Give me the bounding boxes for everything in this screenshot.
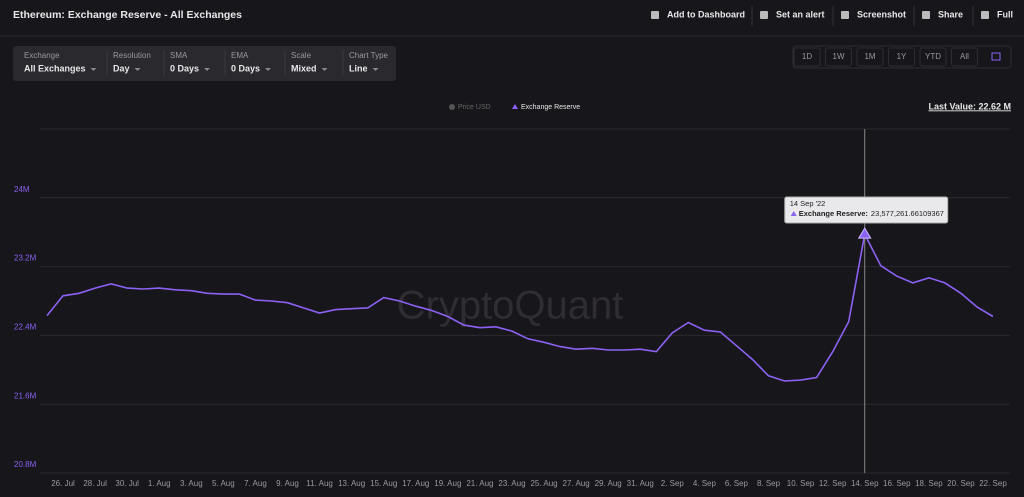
title: Ethereum: Exchange Reserve - All Exchang… <box>13 9 242 21</box>
range-bar <box>792 45 1012 69</box>
filter-value[interactable]: 0 Days <box>170 63 199 73</box>
x-tick-label: 14. Sep <box>851 479 879 488</box>
action-button[interactable]: Set an alert <box>776 9 825 19</box>
tooltip-series: Exchange Reserve: <box>799 209 868 218</box>
x-tick-label: 16. Sep <box>883 479 911 488</box>
x-tick-label: 25. Aug <box>530 479 557 488</box>
x-tick-label: 3. Aug <box>180 479 203 488</box>
range-button-label[interactable]: YTD <box>925 52 941 61</box>
y-tick-label: 22.4M <box>14 323 37 332</box>
tooltip-date: 14 Sep '22 <box>790 199 826 208</box>
range-button[interactable] <box>856 47 884 67</box>
action-icon[interactable] <box>922 11 930 19</box>
filter-label[interactable]: Scale <box>291 51 312 60</box>
dropdown-caret <box>204 68 211 71</box>
y-tick-label: 23.2M <box>14 254 37 263</box>
filter-label[interactable]: SMA <box>170 51 188 60</box>
dropdown-caret <box>134 68 141 71</box>
x-tick-label: 11. Aug <box>306 479 333 488</box>
range-button[interactable] <box>919 47 947 67</box>
range-button[interactable] <box>888 47 915 67</box>
x-tick-label: 19. Aug <box>434 479 461 488</box>
y-tick-label: 21.6M <box>14 391 37 400</box>
range-button[interactable] <box>951 47 978 67</box>
action-button[interactable]: Full <box>997 9 1013 19</box>
x-tick-label: 17. Aug <box>402 479 429 488</box>
x-tick-label: 1. Aug <box>148 479 171 488</box>
y-tick-label: 20.8M <box>14 460 37 469</box>
tooltip-marker <box>790 211 797 216</box>
x-tick-label: 23. Aug <box>498 479 525 488</box>
x-tick-label: 20. Sep <box>947 479 975 488</box>
x-tick-label: 13. Aug <box>338 479 365 488</box>
x-tick-label: 22. Sep <box>979 479 1007 488</box>
calendar-button[interactable] <box>991 52 1001 61</box>
range-button-label[interactable]: 1M <box>864 52 875 61</box>
legend-marker[interactable] <box>512 104 518 109</box>
legend-entry[interactable]: Exchange Reserve <box>521 104 580 111</box>
last-value: Last Value: 22.62 M <box>928 101 1011 111</box>
filter-value[interactable]: Day <box>113 63 130 73</box>
action-icon[interactable] <box>651 11 659 19</box>
filter-label[interactable]: Resolution <box>113 51 151 60</box>
range-button[interactable] <box>793 47 821 67</box>
filter-value[interactable]: Line <box>349 63 368 73</box>
x-tick-label: 15. Aug <box>370 479 397 488</box>
filter-label[interactable]: EMA <box>231 51 249 60</box>
dropdown-caret <box>90 68 97 71</box>
range-button-label[interactable]: All <box>960 52 969 61</box>
tooltip-value: 23,577,261.66109367 <box>871 209 944 218</box>
x-tick-label: 12. Sep <box>819 479 847 488</box>
x-tick-label: 9. Aug <box>276 479 299 488</box>
x-tick-label: 7. Aug <box>244 479 267 488</box>
filter-value[interactable]: 0 Days <box>231 63 260 73</box>
tooltip <box>784 196 949 224</box>
dropdown-caret <box>372 68 379 71</box>
watermark: CryptoQuant <box>397 284 624 328</box>
legend-entry[interactable]: Price USD <box>458 104 491 111</box>
x-tick-label: 18. Sep <box>915 479 943 488</box>
x-tick-label: 27. Aug <box>563 479 590 488</box>
filter-label[interactable]: Exchange <box>24 51 60 60</box>
range-button-label[interactable]: 1Y <box>897 52 907 61</box>
x-tick-label: 6. Sep <box>725 479 749 488</box>
line-series <box>46 231 994 382</box>
legend-marker[interactable] <box>449 104 455 110</box>
filter-label[interactable]: Chart Type <box>349 51 389 60</box>
x-tick-label: 21. Aug <box>466 479 493 488</box>
filter-value[interactable]: All Exchanges <box>24 63 86 73</box>
filter-value[interactable]: Mixed <box>291 63 317 73</box>
range-button-label[interactable]: 1W <box>833 52 845 61</box>
range-button-label[interactable]: 1D <box>802 52 812 61</box>
x-tick-label: 8. Sep <box>757 479 781 488</box>
x-tick-label: 26. Jul <box>51 479 75 488</box>
action-icon[interactable] <box>981 11 989 19</box>
hover-marker <box>857 227 872 239</box>
action-icon[interactable] <box>841 11 849 19</box>
action-button[interactable]: Screenshot <box>857 9 906 19</box>
x-tick-label: 10. Sep <box>787 479 815 488</box>
x-tick-label: 28. Jul <box>83 479 107 488</box>
action-icon[interactable] <box>760 11 768 19</box>
x-tick-label: 2. Sep <box>661 479 685 488</box>
x-tick-label: 31. Aug <box>627 479 654 488</box>
dropdown-caret <box>265 68 272 71</box>
x-tick-label: 5. Aug <box>212 479 235 488</box>
x-tick-label: 29. Aug <box>595 479 622 488</box>
x-tick-label: 4. Sep <box>693 479 717 488</box>
range-button[interactable] <box>825 47 852 67</box>
action-button[interactable]: Add to Dashboard <box>667 9 745 19</box>
y-tick-label: 24M <box>14 185 30 194</box>
action-button[interactable]: Share <box>938 9 963 19</box>
filter-bar <box>13 46 396 81</box>
x-tick-label: 30. Jul <box>115 479 139 488</box>
dropdown-caret <box>321 68 328 71</box>
